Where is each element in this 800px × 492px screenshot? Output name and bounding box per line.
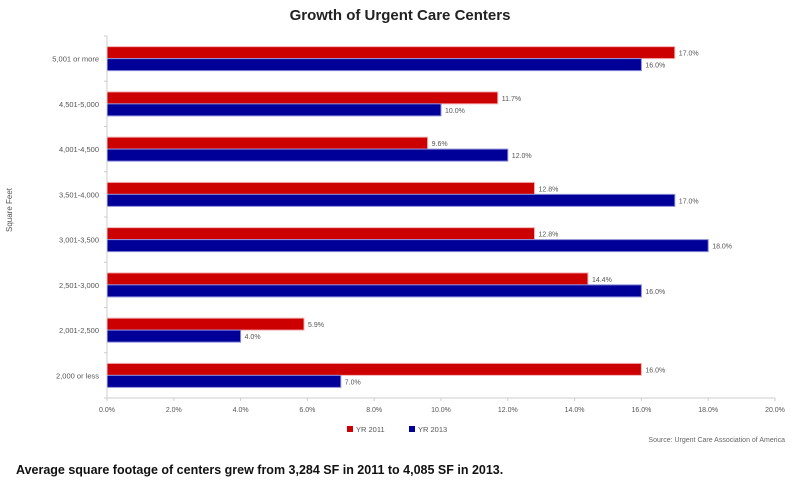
bar-chart: Growth of Urgent Care Centers 17.0% 11.7%… [5, 7, 785, 444]
data-label: 17.0% [679, 51, 699, 58]
data-label: 12.0% [512, 153, 532, 160]
data-label: 9.6% [432, 141, 448, 148]
x-tick-label: 6.0% [299, 407, 315, 414]
bar-yr-2013 [106, 284, 642, 298]
category-label: 3,501-4,000 [59, 190, 99, 199]
data-label: 7.0% [345, 379, 361, 386]
bar-yr-2011 [106, 362, 642, 376]
category-label: 2,000 or less [56, 371, 99, 380]
data-label: 10.0% [445, 108, 465, 115]
category-label: 5,001 or more [52, 55, 99, 64]
bar-yr-2011 [106, 272, 589, 286]
category-label: 2,001-2,500 [59, 326, 99, 335]
category-label: 2,501-3,000 [59, 281, 99, 290]
x-tick-label: 20.0% [765, 407, 785, 414]
legend-swatch [409, 426, 415, 432]
source-note: Source: Urgent Care Association of Ameri… [648, 437, 785, 444]
category-label: 3,001-3,500 [59, 236, 99, 245]
x-tick-label: 2.0% [166, 407, 182, 414]
data-label: 4.0% [245, 334, 261, 341]
bar-yr-2011 [106, 91, 499, 105]
data-label: 16.0% [645, 367, 665, 374]
x-tick-label: 12.0% [498, 407, 518, 414]
chart-title: Growth of Urgent Care Centers [290, 7, 511, 24]
data-label: 16.0% [645, 289, 665, 296]
legend-label: YR 2013 [418, 425, 447, 434]
data-label: 18.0% [712, 244, 732, 251]
bar-yr-2011 [106, 181, 536, 195]
bar-yr-2011 [106, 46, 676, 60]
x-tick-label: 0.0% [99, 407, 115, 414]
bar-yr-2013 [106, 148, 509, 162]
bar-yr-2013 [106, 374, 342, 388]
x-tick-label: 18.0% [698, 407, 718, 414]
bar-yr-2013 [106, 58, 642, 72]
bar-yr-2011 [106, 317, 305, 331]
bars-layer: 17.0% 11.7% 9.6% 12.8% 12.8% 14.4% 5.9% 16.0% 16… [106, 46, 732, 388]
category-label: 4,501-5,000 [59, 100, 99, 109]
x-tick-label: 4.0% [233, 407, 249, 414]
x-tick-label: 14.0% [565, 407, 585, 414]
data-label: 12.8% [539, 186, 559, 193]
bar-yr-2013 [106, 239, 709, 253]
x-tick-label: 8.0% [366, 407, 382, 414]
legend: YR 2011 YR 2013 [347, 425, 447, 434]
legend-swatch [347, 426, 353, 432]
data-label: 17.0% [679, 198, 699, 205]
bar-yr-2013 [106, 103, 442, 117]
bar-yr-2011 [106, 136, 429, 150]
bar-yr-2013 [106, 193, 676, 207]
y-axis-label: Square Feet [5, 187, 14, 232]
legend-label: YR 2011 [356, 425, 385, 434]
axis-layer: 5,001 or more 4,501-5,000 4,001-4,500 3,501… [52, 35, 785, 414]
x-tick-label: 10.0% [431, 407, 451, 414]
data-label: 16.0% [645, 63, 665, 70]
bar-yr-2011 [106, 227, 536, 241]
category-label: 4,001-4,500 [59, 145, 99, 154]
bar-yr-2013 [106, 329, 242, 343]
data-label: 11.7% [502, 96, 521, 103]
data-label: 14.4% [592, 277, 612, 284]
data-label: 5.9% [308, 322, 324, 329]
caption: Average square footage of centers grew f… [16, 463, 504, 477]
x-tick-label: 16.0% [631, 407, 651, 414]
data-label: 12.8% [539, 232, 559, 239]
